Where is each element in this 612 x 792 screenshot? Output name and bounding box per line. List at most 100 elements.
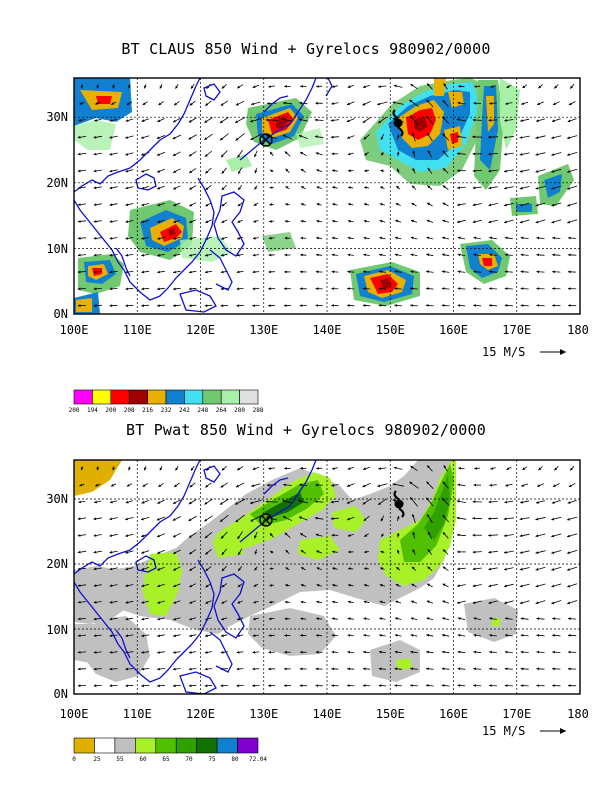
wind-arrow-head [157, 186, 161, 190]
wind-arrow-head [347, 304, 350, 307]
wind-arrow-head [314, 118, 318, 122]
wind-arrow-head [125, 500, 129, 504]
wind-arrow-head [554, 85, 558, 89]
wind-arrow-head [96, 85, 100, 89]
wind-arrow-head [189, 551, 193, 555]
wind-arrow-head [299, 101, 303, 105]
wind-arrow-head [315, 650, 319, 654]
wind-arrow-head [396, 186, 400, 189]
wind-arrow-head [537, 484, 540, 487]
wind-arrow-head [331, 304, 334, 307]
wind-arrow-head [551, 501, 555, 504]
wind-arrow-head [567, 136, 570, 140]
wind-arrow-head [567, 551, 570, 554]
wind-arrow-head [265, 118, 269, 122]
wind-arrow-head [93, 600, 97, 604]
wind-arrow-head [221, 220, 225, 223]
wind-arrow-head [205, 584, 209, 588]
wind-arrow-head [300, 617, 304, 621]
wind-arrow-head [268, 253, 272, 257]
wind-arrow-head [379, 617, 383, 620]
wind-arrow-head [269, 203, 273, 206]
wind-arrow-head [394, 84, 397, 88]
wind-arrow-head [298, 118, 302, 121]
wind-arrow-head [410, 236, 414, 240]
colorbar-label: 60 [139, 756, 147, 763]
wind-arrow-head [173, 119, 176, 123]
wind-arrow-head [93, 517, 97, 521]
lon-label: 140E [313, 323, 342, 337]
wind-arrow-head [551, 186, 555, 190]
wind-arrow-head [347, 136, 350, 139]
wind-arrow-head [457, 186, 460, 190]
wind-arrow-head [392, 101, 396, 104]
wind-arrow-head [125, 304, 129, 308]
wind-arrow-head [204, 535, 208, 539]
colorbar-label: 216 [142, 407, 153, 414]
wind-arrow-head [442, 481, 446, 485]
wind-arrow-head [567, 584, 571, 588]
wind-arrow-head [188, 119, 192, 123]
wind-arrow-head [379, 236, 383, 240]
wind-arrow-head [157, 203, 161, 207]
wind-arrow-head [142, 102, 146, 105]
wind-arrow-head [363, 584, 367, 587]
wind-arrow-head [535, 153, 539, 156]
wind-arrow-head [141, 203, 145, 207]
wind-arrow-head [252, 684, 255, 688]
wind-arrow-head [268, 667, 271, 671]
wind-arrow-head [427, 514, 430, 518]
wind-arrow-head [568, 253, 571, 257]
wind-arrow-head [427, 185, 431, 189]
wind-arrow-head [347, 634, 351, 637]
wind-arrow-head [442, 202, 446, 206]
wind-arrow-head [254, 186, 258, 190]
wind-arrow-head [315, 287, 319, 291]
panel1-title: BT CLAUS 850 Wind + Gyrelocs 980902/0000 [121, 40, 491, 58]
colorbar-swatch [114, 737, 136, 754]
wind-arrow-head [237, 203, 241, 207]
wind-arrow-head [109, 136, 113, 139]
wind-arrow-head [109, 684, 113, 688]
wind-arrow-head [173, 287, 176, 291]
colorbar-label: 0 [72, 756, 76, 763]
wind-arrow-head [283, 304, 287, 307]
wind-arrow-head [189, 187, 193, 190]
wind-arrow-head [235, 120, 238, 123]
wind-arrow-head [267, 483, 270, 487]
wind-arrow-head [235, 484, 239, 488]
wind-arrow-head [394, 253, 398, 257]
lon-label: 140E [313, 707, 342, 721]
wind-arrow-head [458, 466, 461, 470]
wind-arrow-head [141, 136, 144, 139]
wind-arrow-head [204, 287, 208, 291]
wind-arrow-head [552, 667, 555, 671]
wind-arrow-head [551, 517, 555, 521]
wind-arrow-head [472, 550, 476, 554]
colorbar-label: 232 [161, 407, 172, 414]
wind-arrow-head [172, 136, 176, 140]
wind-arrow-head [519, 203, 523, 207]
wind-arrow-head [284, 236, 288, 240]
wind-arrow-head [189, 170, 193, 173]
wind-arrow-head [347, 517, 350, 521]
claus-lat-labels: 0N 10N 20N 30N [46, 110, 68, 321]
wind-arrow-head [299, 304, 303, 307]
wind-arrow-head [490, 85, 494, 88]
wind-arrow-head [520, 270, 524, 274]
colorbar-label: 25 [93, 756, 101, 763]
wind-arrow-head [331, 650, 335, 654]
wind-arrow-head [457, 550, 460, 554]
wind-arrow-head [377, 484, 381, 488]
colorbar-label: 248 [197, 407, 208, 414]
wind-arrow-head [538, 85, 542, 89]
lon-label: 160E [439, 707, 468, 721]
wind-arrow-head [126, 102, 130, 105]
wind-arrow-head [380, 567, 384, 570]
wind-arrow-head [330, 135, 334, 139]
wind-arrow-head [380, 136, 384, 140]
wind-arrow-head [331, 152, 335, 156]
wind-arrow-head [426, 253, 430, 257]
wind-arrow-head [442, 566, 446, 570]
wind-arrow-head [93, 236, 97, 240]
